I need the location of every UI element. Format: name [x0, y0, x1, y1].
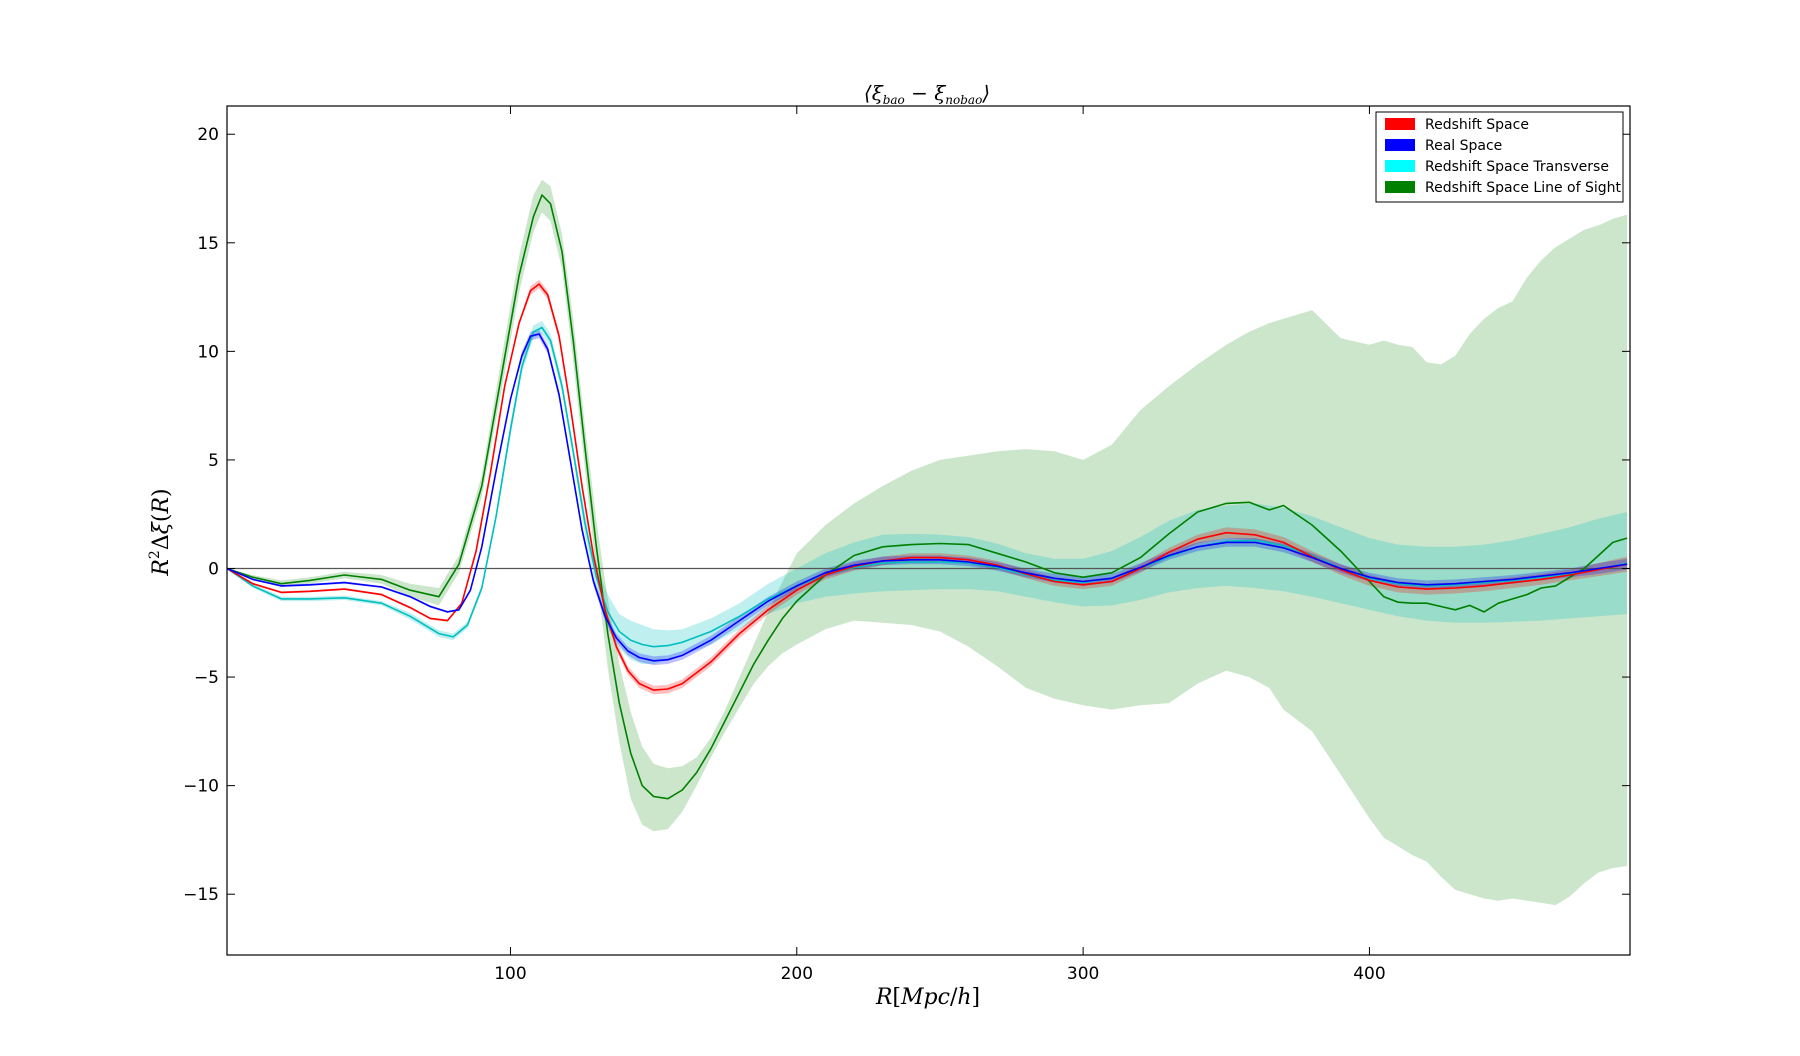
legend-swatch-redshift-space — [1385, 118, 1415, 130]
y-tick-label: −5 — [194, 668, 219, 688]
legend-swatch-real-space — [1385, 139, 1415, 151]
y-tick-label: 15 — [197, 234, 219, 254]
x-tick-label: 200 — [781, 964, 813, 984]
y-tick-label: 0 — [208, 559, 219, 579]
legend-label-real-space: Real Space — [1425, 138, 1502, 154]
y-tick-label: 10 — [197, 342, 219, 362]
confidence-bands — [227, 179, 1628, 906]
plot-area: 100 200 300 400 −15 −10 −5 0 5 10 15 20 — [183, 105, 1631, 984]
x-axis-label: R[Mpc/h] — [875, 985, 980, 1010]
x-tick-label: 100 — [494, 964, 526, 984]
line-real-space — [227, 333, 1628, 662]
legend-swatch-redshift-space-line-of-sight — [1385, 181, 1415, 193]
axis-ticks: 100 200 300 400 −15 −10 −5 0 5 10 15 20 — [183, 106, 1630, 984]
legend-label-redshift-space-transverse: Redshift Space Transverse — [1425, 159, 1609, 175]
legend-swatch-redshift-space-transverse — [1385, 160, 1415, 172]
y-tick-label: −15 — [183, 885, 219, 905]
y-axis-label: R2Δξ(R) — [147, 488, 174, 576]
band-redshift-space-transverse — [227, 321, 1628, 664]
series-lines — [227, 194, 1628, 800]
y-tick-label: 20 — [197, 125, 219, 145]
line-redshift-space — [227, 283, 1628, 691]
plot-frame — [226, 105, 1631, 956]
x-tick-label: 400 — [1353, 964, 1385, 984]
legend-label-redshift-space: Redshift Space — [1425, 117, 1529, 133]
band-redshift-space-line-of-sight — [227, 179, 1628, 906]
legend-box — [1375, 111, 1624, 203]
x-tick-label: 300 — [1067, 964, 1099, 984]
line-redshift-space-line-of-sight — [227, 194, 1628, 800]
legend: Redshift Space Real Space Redshift Space T… — [1375, 111, 1624, 203]
y-tick-label: −10 — [183, 777, 219, 797]
legend-label-redshift-space-line-of-sight: Redshift Space Line of Sight — [1425, 180, 1621, 196]
chart-title: ⟨ξbao − ξnobao⟩ — [864, 81, 990, 107]
y-tick-label: 5 — [208, 451, 219, 471]
